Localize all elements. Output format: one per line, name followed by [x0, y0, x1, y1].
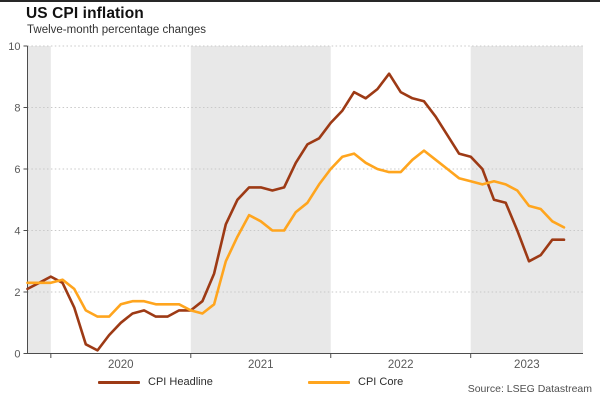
y-tick-label: 10: [8, 41, 20, 53]
y-tick-label: 2: [14, 287, 20, 299]
legend-swatch-cpi-headline-line: [98, 380, 140, 384]
chart-subtitle: Twelve-month percentage changes: [27, 24, 206, 36]
legend-item-cpi-headline: CPI Headline: [98, 375, 213, 389]
x-tick-label: 2022: [388, 359, 414, 371]
x-tick-label: 2023: [514, 359, 540, 371]
legend-label-cpi-core: CPI Core: [358, 376, 404, 388]
y-tick-label: 8: [14, 102, 20, 114]
chart-title: US CPI inflation: [26, 5, 144, 22]
series-line-cpi-core: [26, 149, 566, 318]
legend-swatch-cpi-core-line: [308, 380, 350, 384]
year-shading-band: [27, 46, 51, 354]
series-line-cpi-headline: [26, 72, 566, 352]
x-tick-label: 2021: [248, 359, 274, 371]
y-tick-label: 0: [14, 348, 20, 360]
year-shading-band: [470, 46, 583, 354]
x-tick-label: 2020: [108, 359, 134, 371]
y-tick-label: 6: [14, 164, 20, 176]
legend-item-cpi-core: CPI Core: [308, 375, 403, 389]
legend-label-cpi-headline: CPI Headline: [148, 376, 213, 388]
y-tick-label: 4: [14, 225, 20, 237]
source-attribution: Source: LSEG Datastream: [467, 383, 592, 395]
